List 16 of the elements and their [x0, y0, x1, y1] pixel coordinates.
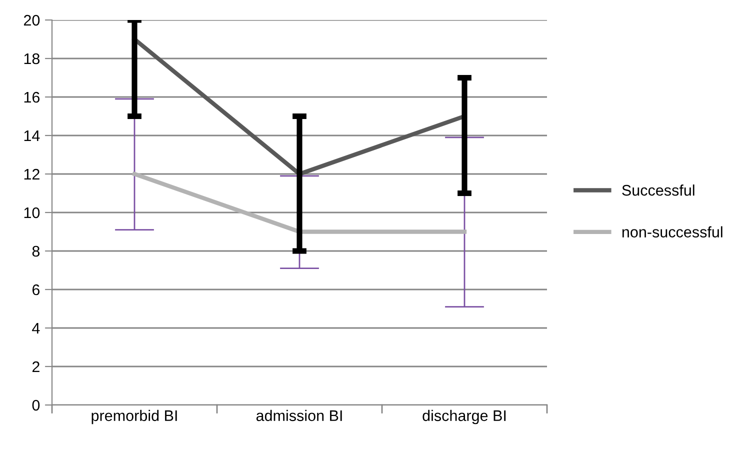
y-tick-label: 6	[32, 284, 40, 296]
x-tick-label: discharge BI	[422, 410, 506, 424]
x-tick-label: admission BI	[256, 410, 342, 422]
y-tick-label: 18	[24, 53, 40, 64]
y-tick-label: 20	[24, 14, 40, 26]
x-tick-label: premorbid BI	[92, 410, 177, 424]
y-tick-label: 0	[32, 400, 40, 411]
y-tick-label: 4	[32, 323, 40, 334]
y-tick-label: 10	[24, 207, 40, 218]
legend-label: non-successful	[622, 226, 722, 238]
y-tick-label: 2	[32, 361, 40, 372]
y-tick-label: 14	[24, 130, 40, 142]
legend-label: Successful	[622, 184, 694, 196]
y-tick-label: 12	[24, 168, 40, 180]
y-tick-label: 16	[24, 92, 40, 103]
y-tick-label: 8	[32, 246, 40, 257]
